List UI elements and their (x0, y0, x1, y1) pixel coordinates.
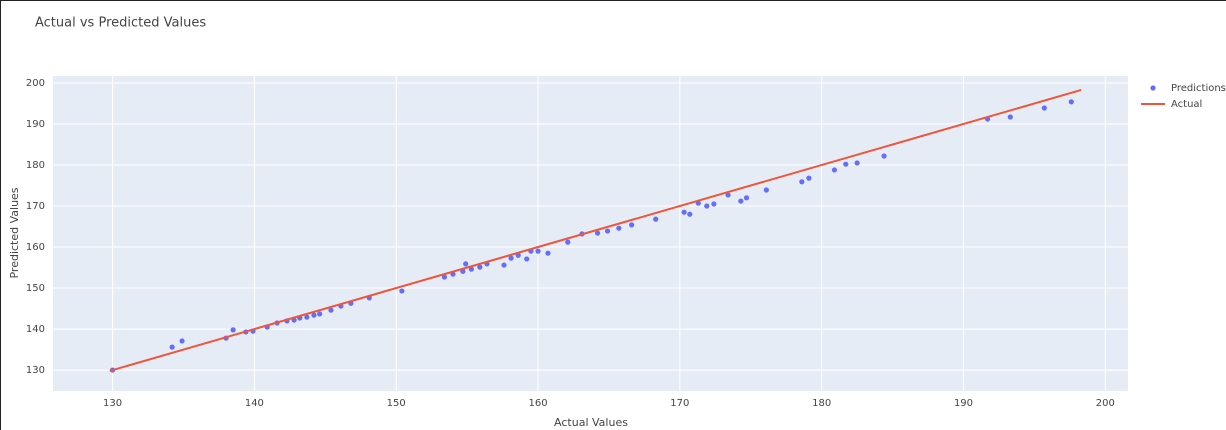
x-tick-label: 200 (1096, 398, 1115, 409)
prediction-point (704, 203, 710, 209)
prediction-point (843, 161, 849, 167)
legend-label: Actual (1171, 99, 1202, 110)
prediction-point (854, 160, 860, 166)
prediction-point (328, 307, 334, 313)
y-tick-label: 200 (26, 78, 45, 89)
prediction-point (468, 266, 474, 272)
prediction-point (653, 216, 659, 222)
prediction-point (169, 344, 175, 350)
x-axis-title: Actual Values (554, 416, 628, 429)
prediction-point (508, 255, 514, 261)
prediction-point (545, 250, 551, 256)
prediction-point (463, 261, 469, 267)
prediction-point (743, 195, 750, 201)
x-tick-label: 170 (670, 398, 689, 409)
prediction-point (317, 311, 323, 317)
y-tick-label: 140 (26, 324, 45, 335)
prediction-point (399, 288, 405, 294)
legend-swatch (1150, 85, 1156, 91)
prediction-point (304, 314, 310, 320)
prediction-point (799, 179, 805, 185)
prediction-point (629, 222, 635, 228)
prediction-point (881, 153, 887, 159)
prediction-point (594, 230, 601, 236)
prediction-point (565, 239, 571, 245)
prediction-point (738, 198, 744, 204)
prediction-point (230, 327, 236, 333)
prediction-point (535, 248, 541, 254)
prediction-point (311, 312, 317, 318)
actual-line (109, 88, 1082, 372)
prediction-point (725, 192, 731, 198)
prediction-point (441, 274, 448, 280)
prediction-point (179, 338, 185, 344)
prediction-point (1041, 105, 1047, 111)
prediction-point (831, 167, 838, 173)
prediction-point (604, 228, 611, 234)
prediction-point (501, 262, 507, 268)
y-axis-title: Predicted Values (8, 187, 21, 278)
y-tick-label: 130 (26, 365, 45, 376)
x-tick-label: 130 (103, 398, 122, 409)
prediction-point (616, 225, 622, 231)
prediction-point (524, 256, 530, 262)
y-tick-label: 150 (26, 283, 45, 294)
x-tick-label: 160 (528, 398, 547, 409)
x-tick-label: 190 (954, 398, 973, 409)
y-tick-label: 160 (26, 242, 45, 253)
prediction-point (1068, 99, 1074, 105)
prediction-point (806, 175, 812, 181)
x-tick-label: 150 (387, 398, 406, 409)
y-tick-label: 190 (26, 119, 45, 130)
prediction-point (711, 201, 717, 207)
prediction-point (763, 187, 769, 193)
prediction-point (687, 211, 693, 217)
x-tick-label: 140 (245, 398, 264, 409)
prediction-point (477, 264, 483, 270)
prediction-point (1007, 114, 1013, 120)
y-tick-label: 180 (26, 160, 45, 171)
chart-title: Actual vs Predicted Values (35, 16, 206, 31)
y-tick-label: 170 (26, 201, 45, 212)
x-tick-label: 180 (812, 398, 831, 409)
prediction-point (681, 209, 687, 215)
legend-label: Predictions (1171, 83, 1226, 94)
